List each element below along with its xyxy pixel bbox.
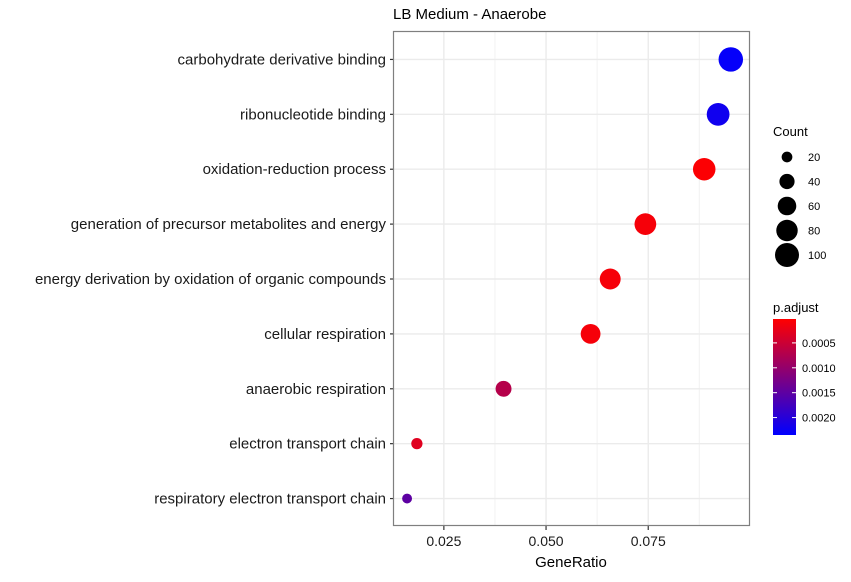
panel-border xyxy=(392,30,751,527)
data-point xyxy=(634,213,657,235)
y-tick-label: carbohydrate derivative binding xyxy=(178,51,386,68)
y-tick-label: energy derivation by oxidation of organi… xyxy=(35,271,386,288)
colorbar-label: 0.0005 xyxy=(802,338,836,350)
count-legend-label: 20 xyxy=(808,152,820,164)
data-point xyxy=(495,380,512,397)
y-tick-label: oxidation-reduction process xyxy=(203,161,386,178)
y-tick-label: ribonucleotide binding xyxy=(240,106,386,123)
data-point xyxy=(402,493,413,504)
x-axis: 0.025 0.050 0.075 xyxy=(426,526,666,549)
count-legend-label: 100 xyxy=(808,250,826,262)
p-adjust-colorbar xyxy=(773,319,796,435)
count-legend-title: Count xyxy=(773,124,808,139)
colorbar-label: 0.0015 xyxy=(802,388,836,400)
grid xyxy=(394,32,750,526)
x-axis-title: GeneRatio xyxy=(535,554,607,571)
data-point xyxy=(580,323,601,344)
count-legend-key xyxy=(781,151,793,163)
count-legend-key xyxy=(779,173,795,190)
count-legend: Count 20 40 60 80 100 xyxy=(773,124,826,267)
y-tick-label: electron transport chain xyxy=(229,436,386,453)
data-point xyxy=(599,268,621,290)
y-tick-label: generation of precursor metabolites and … xyxy=(71,216,387,233)
chart-title: LB Medium - Anaerobe xyxy=(393,6,546,23)
y-tick-label: cellular respiration xyxy=(264,326,386,343)
count-legend-label: 40 xyxy=(808,177,820,189)
x-tick-label: 0.025 xyxy=(426,533,461,549)
p-adjust-legend-title: p.adjust xyxy=(773,300,819,315)
count-legend-key xyxy=(775,243,799,267)
x-tick-label: 0.075 xyxy=(631,533,666,549)
data-point xyxy=(706,102,730,126)
data-point xyxy=(411,438,423,450)
data-points xyxy=(402,47,744,504)
colorbar-label: 0.0010 xyxy=(802,363,836,375)
count-legend-key xyxy=(776,219,798,242)
count-legend-label: 60 xyxy=(808,201,820,213)
count-legend-key xyxy=(777,196,797,216)
colorbar-label: 0.0020 xyxy=(802,413,836,425)
y-tick-label: respiratory electron transport chain xyxy=(154,491,386,508)
data-point xyxy=(718,47,744,72)
p-adjust-legend: p.adjust 0.0005 0.0010 0.0015 0.0020 xyxy=(773,300,836,435)
data-point xyxy=(692,157,716,181)
y-axis: carbohydrate derivative binding ribonucle… xyxy=(35,51,394,508)
count-legend-label: 80 xyxy=(808,226,820,238)
x-tick-label: 0.050 xyxy=(529,533,564,549)
y-tick-label: anaerobic respiration xyxy=(246,381,386,398)
